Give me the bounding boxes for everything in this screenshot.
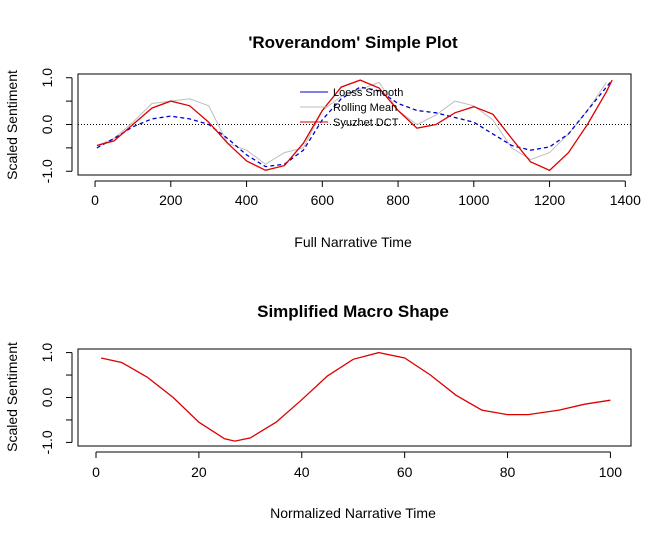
legend: Loess Smooth Rolling Mean Syuzhet DCT bbox=[300, 87, 403, 129]
x-axis-label: Full Narrative Time bbox=[294, 234, 412, 250]
y-axis-label-2: Scaled Sentiment bbox=[4, 342, 20, 452]
x-tick-label: 0 bbox=[92, 464, 100, 480]
x-tick-label: 20 bbox=[191, 464, 207, 480]
x-axis-label-2: Normalized Narrative Time bbox=[270, 505, 436, 521]
y-tick-label: -1.0 bbox=[39, 159, 55, 183]
syuzhet-dct-line bbox=[96, 79, 613, 172]
panel-top: 'Roverandom' Simple Plot Full Narrative … bbox=[4, 33, 641, 250]
x-tick-label: 1200 bbox=[534, 192, 565, 208]
x-tick-label: 80 bbox=[500, 464, 516, 480]
plot-area-2 bbox=[100, 351, 611, 442]
macro-shape-line bbox=[100, 351, 611, 442]
panel-bottom: Simplified Macro Shape Normalized Narrat… bbox=[4, 302, 632, 521]
x-tick-label: 1400 bbox=[610, 192, 641, 208]
y-tick-label: -1.0 bbox=[39, 430, 55, 454]
legend-label-loess: Loess Smooth bbox=[333, 87, 403, 99]
plot-box-2 bbox=[77, 348, 632, 447]
x-tick-label: 800 bbox=[386, 192, 410, 208]
y-tick-label: 0.0 bbox=[39, 388, 55, 408]
y-axis: -1.0 0.0 1.0 bbox=[39, 68, 73, 183]
y-tick-label: 1.0 bbox=[39, 68, 55, 88]
x-tick-label: 60 bbox=[397, 464, 413, 480]
y-tick-label: 0.0 bbox=[39, 115, 55, 135]
x-axis: 0 200 400 600 800 1000 1200 1400 bbox=[91, 180, 641, 208]
x-axis-2: 0 20 40 60 80 100 bbox=[92, 451, 623, 480]
chart-title: 'Roverandom' Simple Plot bbox=[248, 33, 458, 52]
plot-area bbox=[78, 79, 631, 172]
x-tick-label: 100 bbox=[599, 464, 623, 480]
legend-label-rolling: Rolling Mean bbox=[333, 102, 397, 114]
legend-label-dct: Syuzhet DCT bbox=[333, 117, 399, 129]
x-tick-label: 0 bbox=[91, 192, 99, 208]
x-tick-label: 40 bbox=[294, 464, 310, 480]
x-tick-label: 1000 bbox=[458, 192, 489, 208]
x-tick-label: 200 bbox=[159, 192, 183, 208]
chart-title-2: Simplified Macro Shape bbox=[257, 302, 449, 321]
y-tick-label: 1.0 bbox=[39, 343, 55, 363]
y-axis-2: -1.0 0.0 1.0 bbox=[39, 343, 73, 454]
loess-smooth-line bbox=[96, 79, 613, 168]
x-tick-label: 400 bbox=[235, 192, 259, 208]
x-tick-label: 600 bbox=[311, 192, 335, 208]
y-axis-label: Scaled Sentiment bbox=[4, 70, 20, 180]
